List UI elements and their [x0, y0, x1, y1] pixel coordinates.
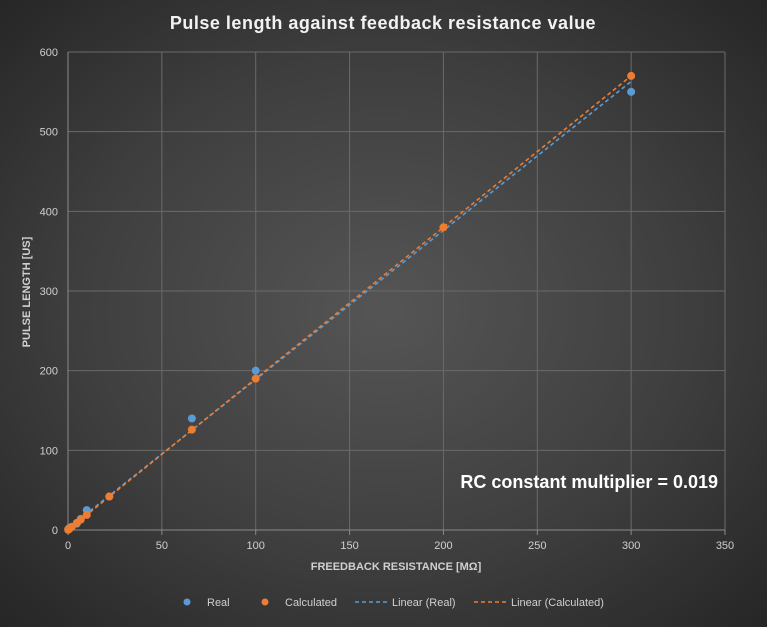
legend-marker	[183, 598, 191, 606]
legend: Real Calculated Linear (Real) Linear (Calcu…	[183, 597, 604, 609]
rc-annotation: RC constant multiplier = 0.019	[460, 472, 718, 492]
point-calculated	[76, 515, 85, 524]
x-tick-label: 100	[247, 540, 265, 552]
point-calculated	[251, 374, 260, 383]
gridlines	[67, 51, 726, 531]
y-axis-title: PULSE LENGTH [US]	[21, 236, 33, 347]
legend-marker	[261, 598, 269, 606]
legend-label: Real	[207, 597, 230, 609]
y-tick-label: 0	[52, 525, 58, 537]
point-calculated	[627, 71, 636, 80]
data-points	[64, 71, 636, 534]
point-calculated	[439, 223, 448, 232]
x-tick-label: 300	[622, 540, 640, 552]
trendline	[67, 75, 632, 531]
legend-label: Linear (Real)	[392, 597, 456, 609]
legend-label: Calculated	[285, 597, 337, 609]
trendlines	[67, 75, 632, 531]
point-calculated	[187, 425, 196, 434]
x-tick-label: 150	[340, 540, 358, 552]
x-tick-label: 50	[156, 540, 168, 552]
y-tick-label: 300	[40, 286, 58, 298]
x-tick-label: 350	[716, 540, 734, 552]
point-calculated	[82, 510, 91, 519]
x-tick-label: 200	[434, 540, 452, 552]
x-tick-label: 0	[65, 540, 71, 552]
point-real	[627, 87, 636, 96]
chart-title: Pulse length against feedback resistance…	[170, 13, 596, 33]
y-tick-label: 400	[40, 206, 58, 218]
y-tick-label: 200	[40, 366, 58, 378]
point-real	[187, 414, 196, 423]
legend-label: Linear (Calculated)	[511, 597, 604, 609]
y-tick-label: 100	[40, 445, 58, 457]
x-tick-label: 250	[528, 540, 546, 552]
axes: 0 100 200 300 400 500 600 0 50 100 150 200 250 300 350	[40, 47, 735, 552]
x-axis-title: FREEDBACK RESISTANCE [MΩ]	[311, 561, 482, 573]
y-tick-label: 600	[40, 47, 58, 59]
point-real	[251, 366, 260, 375]
y-tick-label: 500	[40, 127, 58, 139]
point-calculated	[105, 492, 114, 501]
